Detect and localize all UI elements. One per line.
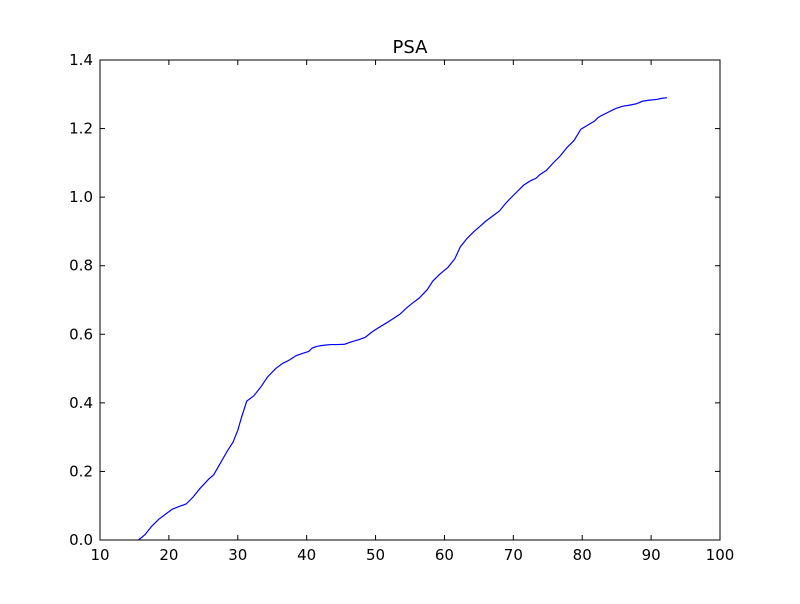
y-tick-label: 1.2: [69, 120, 93, 138]
chart-title: PSA: [393, 37, 429, 58]
x-tick-label: 10: [90, 546, 109, 564]
x-tick-label: 20: [159, 546, 178, 564]
y-tick-label: 1.4: [69, 51, 93, 69]
x-tick-label: 90: [642, 546, 661, 564]
x-tick-label: 40: [297, 546, 316, 564]
y-axis: 0.0 0.2 0.4 0.6 0.8 1.0 1.2 1.4: [69, 51, 720, 549]
plot-series-layer: [138, 97, 668, 541]
x-tick-label: 30: [228, 546, 247, 564]
y-tick-label: 1.0: [69, 188, 93, 206]
y-tick-label: 0.6: [69, 325, 93, 343]
x-tick-label: 50: [366, 546, 385, 564]
x-tick-label: 60: [435, 546, 454, 564]
x-tick-label: 80: [573, 546, 592, 564]
y-tick-label: 0.0: [69, 531, 93, 549]
plot-area-frame: [99, 59, 721, 541]
x-axis: 10 20 30 40 50 60 70 80 90 100: [90, 60, 734, 564]
series-line-0: [138, 97, 668, 541]
y-tick-label: 0.8: [69, 257, 93, 275]
x-tick-label: 70: [504, 546, 523, 564]
y-tick-label: 0.2: [69, 462, 93, 480]
y-tick-label: 0.4: [69, 394, 93, 412]
x-tick-label: 100: [706, 546, 735, 564]
